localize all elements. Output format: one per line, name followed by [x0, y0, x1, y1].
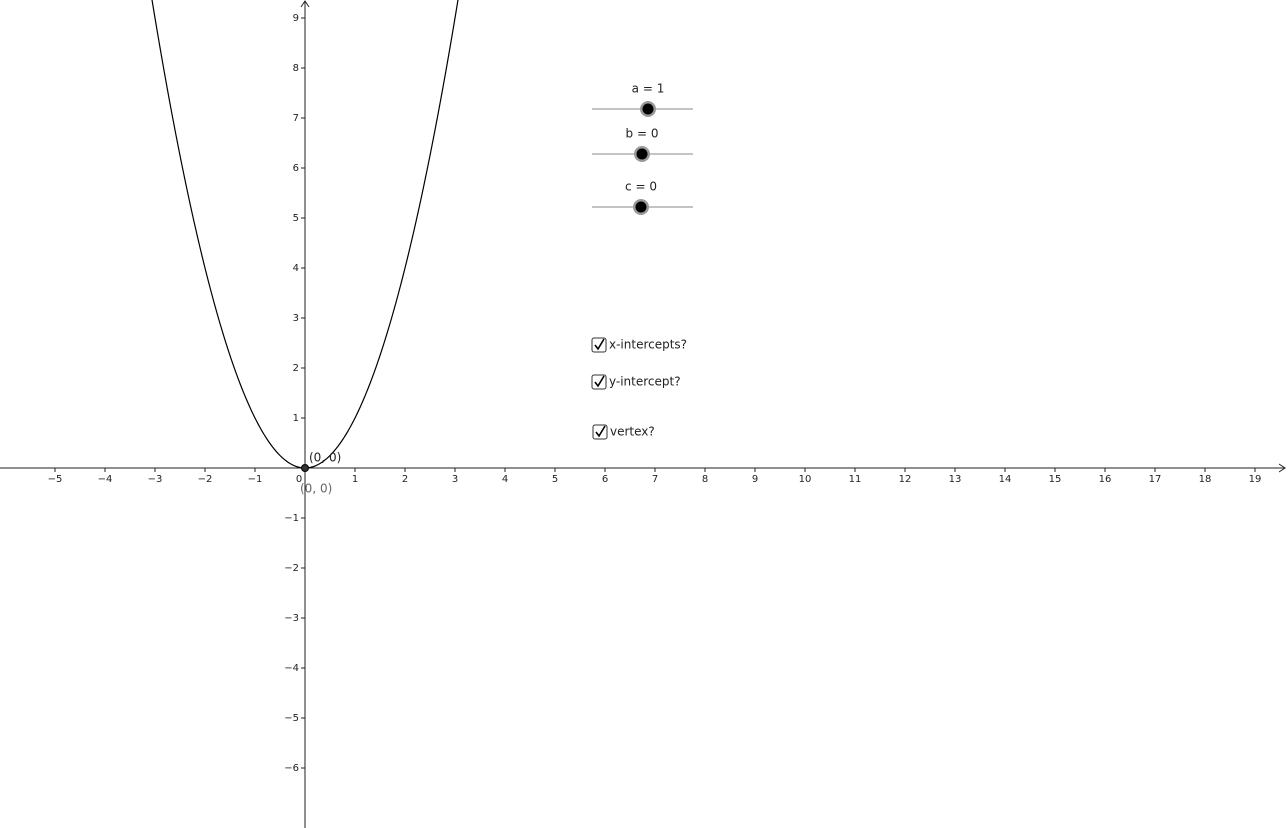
x-tick-label: 13 — [949, 474, 962, 485]
y-tick-label: −6 — [284, 763, 299, 774]
x-tick-label: 3 — [452, 474, 458, 485]
x-tick-label: 0 — [296, 474, 302, 485]
x-tick-label: 12 — [899, 474, 912, 485]
x-tick-label: 6 — [602, 474, 608, 485]
y-tick-label: 9 — [293, 13, 299, 24]
y-tick-label: −2 — [284, 563, 299, 574]
controls: a = 1 b = 0 c = 0 x-intercepts? y-intercept?… — [591, 82, 693, 440]
x-tick-label: 4 — [502, 474, 508, 485]
y-tick-label: 7 — [293, 113, 299, 124]
y-arrow — [300, 0, 310, 8]
slider-label: c = 0 — [625, 180, 657, 194]
x-tick-label: 11 — [849, 474, 862, 485]
checkbox-label[interactable]: x-intercepts? — [609, 338, 687, 352]
x-tick-label: −3 — [148, 474, 163, 485]
y-tick-label: −4 — [284, 663, 299, 674]
slider-knob[interactable] — [636, 148, 648, 160]
point-label: (0, 0) — [309, 451, 341, 465]
x-tick-label: −4 — [98, 474, 113, 485]
y-tick-label: 3 — [293, 313, 299, 324]
x-tick-label: −5 — [48, 474, 63, 485]
x-tick-label: 15 — [1049, 474, 1062, 485]
slider-label: b = 0 — [626, 127, 659, 141]
x-tick-label: −2 — [198, 474, 213, 485]
x-tick-label: 10 — [799, 474, 812, 485]
x-tick-label: 17 — [1149, 474, 1162, 485]
x-tick-label: 16 — [1099, 474, 1112, 485]
y-tick-label: 1 — [293, 413, 299, 424]
plot: (0, 0) (0, 0) — [151, 0, 459, 496]
checkmark — [594, 338, 605, 351]
checkmark — [595, 425, 606, 438]
x-tick-label: −1 — [248, 474, 263, 485]
checkbox-label[interactable]: y-intercept? — [609, 375, 681, 389]
x-tick-label: 8 — [702, 474, 708, 485]
y-tick-label: −1 — [284, 513, 299, 524]
x-tick-label: 2 — [402, 474, 408, 485]
x-tick-label: 9 — [752, 474, 758, 485]
y-tick-label: 2 — [293, 363, 299, 374]
point-label: (0, 0) — [300, 482, 332, 496]
x-tick-label: 7 — [652, 474, 658, 485]
y-tick-label: 8 — [293, 63, 299, 74]
checkmark — [594, 375, 605, 388]
slider-knob[interactable] — [635, 201, 647, 213]
slider-label: a = 1 — [632, 82, 665, 96]
y-tick-label: 5 — [293, 213, 299, 224]
x-tick-label: 19 — [1249, 474, 1262, 485]
y-tick-label: 4 — [293, 263, 299, 274]
y-tick-label: 6 — [293, 163, 299, 174]
slider-knob[interactable] — [642, 103, 654, 115]
x-tick-label: 1 — [352, 474, 358, 485]
x-tick-label: 5 — [552, 474, 558, 485]
x-tick-label: 14 — [999, 474, 1012, 485]
point — [301, 464, 309, 472]
x-tick-label: 18 — [1199, 474, 1212, 485]
checkbox-label[interactable]: vertex? — [610, 425, 655, 439]
y-tick-label: −5 — [284, 713, 299, 724]
x-arrow — [1278, 463, 1286, 473]
y-tick-label: −3 — [284, 613, 299, 624]
